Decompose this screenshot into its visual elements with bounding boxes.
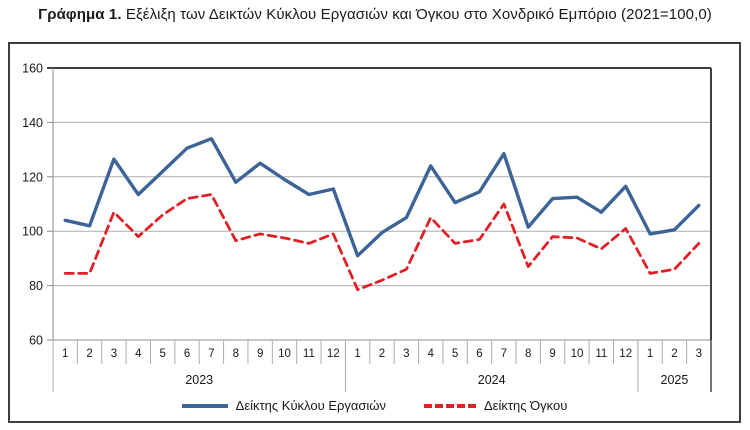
volume-line-swatch [423,403,476,408]
y-tick-label: 60 [29,334,43,348]
legend-label-volume: Δείκτης Όγκου [483,398,568,413]
y-tick-label: 100 [22,225,43,239]
chart-title-prefix: Γράφημα 1. [38,6,122,23]
legend: Δείκτης Κύκλου Εργασιών Δείκτης Όγκου [10,398,739,413]
legend-item-turnover: Δείκτης Κύκλου Εργασιών [181,398,386,413]
y-tick-label: 80 [29,279,43,293]
month-tick-label: 3 [111,348,117,360]
month-tick-label: 5 [452,348,458,360]
x-axis-year-labels: 2023 2024 2025 [52,340,712,392]
chart-title-text: Εξέλιξη των Δεικτών Κύκλου Εργασιών και … [121,6,712,23]
series-line-turnover [63,136,701,258]
month-tick-label: 1 [647,348,653,360]
year-label: 2024 [478,373,506,387]
legend-label-turnover: Δείκτης Κύκλου Εργασιών [235,398,386,413]
month-tick-label: 11 [595,348,607,360]
month-tick-label: 10 [571,348,584,360]
month-tick-label: 8 [233,348,239,360]
gridlines [47,67,711,341]
y-axis-labels: 160 140 120 100 80 60 [22,62,43,348]
month-tick-label: 1 [354,348,360,360]
month-tick-label: 3 [696,348,702,360]
year-label: 2025 [661,373,689,387]
y-tick-label: 160 [22,62,43,76]
month-tick-label: 2 [379,348,385,360]
month-tick-label: 9 [257,348,263,360]
month-tick-label: 6 [184,348,190,360]
month-tick-label: 12 [619,348,632,360]
month-tick-label: 5 [159,348,165,360]
month-tick-label: 9 [549,348,555,360]
month-tick-label: 10 [278,348,291,360]
year-label: 2023 [185,373,213,387]
month-tick-label: 2 [671,348,677,360]
month-tick-label: 11 [303,348,315,360]
month-tick-label: 6 [476,348,482,360]
turnover-line-swatch [181,403,228,408]
chart-title: Γράφημα 1. Εξέλιξη των Δεικτών Κύκλου Ερ… [0,6,750,23]
month-tick-label: 4 [135,348,142,360]
y-tick-label: 140 [22,116,43,130]
x-axis-month-labels: 1 2 3 4 5 6 7 8 9 10 11 12 1 2 3 4 5 6 7 8 9 10 11 12 1 2 3 [62,340,702,364]
axes [47,67,712,392]
legend-item-volume: Δείκτης Όγκου [423,398,568,413]
month-tick-label: 7 [501,348,507,360]
month-tick-label: 1 [62,348,68,360]
month-tick-label: 8 [525,348,531,360]
y-tick-label: 120 [22,170,43,184]
month-tick-label: 4 [428,348,435,360]
month-tick-label: 12 [327,348,340,360]
month-tick-label: 2 [86,348,92,360]
chart-frame: 160 140 120 100 80 60 1 2 3 4 5 6 7 8 9 10 11 12 1 2 3 4 5 6 7 8 9… [8,42,741,423]
series-line-volume [63,193,701,292]
month-tick-label: 3 [403,348,409,360]
month-tick-label: 7 [208,348,214,360]
